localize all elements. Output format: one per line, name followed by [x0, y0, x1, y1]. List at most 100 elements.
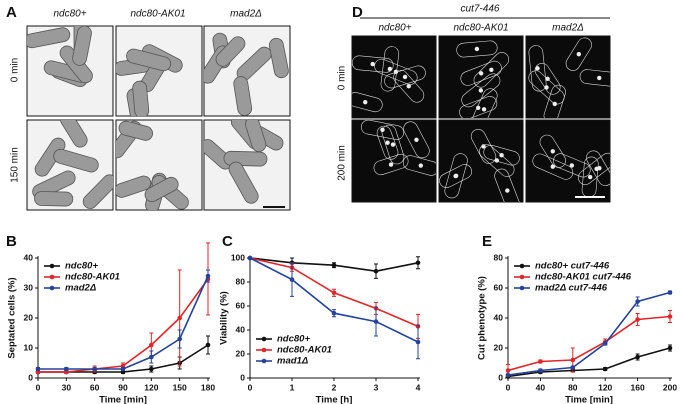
- cell: [223, 150, 268, 167]
- cell: [403, 121, 430, 159]
- data-point: [373, 268, 379, 274]
- cell: [245, 120, 267, 152]
- nucleus: [478, 71, 484, 76]
- micrograph: [438, 35, 524, 119]
- nucleus: [489, 67, 494, 73]
- x-tick-label: 160: [631, 382, 645, 392]
- legend-marker: [49, 274, 55, 280]
- cell: [461, 73, 501, 108]
- x-tick-label: 30: [62, 382, 72, 392]
- nucleus: [475, 105, 481, 111]
- nucleus: [552, 101, 557, 107]
- cells: [116, 120, 189, 210]
- cell: [233, 76, 253, 116]
- legend-marker: [49, 285, 55, 291]
- nucleus: [363, 99, 368, 105]
- x-tick-label: 4: [416, 382, 421, 392]
- cell: [376, 125, 399, 160]
- nucleus: [505, 188, 510, 193]
- data-point: [331, 262, 337, 268]
- cell: [439, 164, 473, 188]
- nucleus: [418, 163, 424, 168]
- legend-label: mad1Δ: [277, 356, 308, 367]
- cell: [579, 69, 610, 87]
- x-tick-label: 0: [248, 382, 253, 392]
- x-tick-label: 180: [201, 382, 215, 392]
- x-axis-label: Time [min]: [565, 395, 613, 404]
- data-point: [415, 339, 421, 345]
- y-tick-label: 100: [231, 252, 245, 262]
- nucleus: [478, 88, 484, 93]
- nucleus: [388, 162, 394, 167]
- nucleus: [385, 140, 390, 145]
- nucleus: [535, 66, 540, 71]
- y-tick-label: 40: [236, 324, 246, 334]
- nucleus: [406, 83, 411, 89]
- nucleus: [550, 149, 555, 154]
- column-header: ndc80+: [378, 23, 411, 34]
- cell: [470, 129, 497, 164]
- y-tick-label: 0: [240, 372, 245, 382]
- cell: [578, 152, 610, 185]
- data-point: [635, 317, 640, 322]
- micrograph: [26, 25, 114, 117]
- cells: [32, 120, 113, 209]
- micrographs: [26, 25, 611, 211]
- cells: [204, 120, 284, 204]
- micrograph: [351, 35, 437, 119]
- series-line: [507, 315, 671, 372]
- nucleus: [597, 75, 602, 81]
- data-point: [331, 310, 337, 316]
- cell: [228, 161, 259, 204]
- y-tick-label: 20: [24, 312, 34, 322]
- cell: [360, 120, 404, 140]
- cell: [402, 155, 436, 176]
- data-point: [205, 273, 211, 279]
- panel-label: B: [6, 233, 17, 250]
- x-tick-label: 80: [568, 382, 578, 392]
- cells: [360, 120, 436, 176]
- legend-label: ndc80+ cut7-446: [535, 261, 610, 272]
- cell: [118, 120, 154, 141]
- y-tick-label: 30: [24, 282, 34, 292]
- data-point: [570, 357, 576, 363]
- data-point: [289, 277, 295, 282]
- x-tick-label: 0: [506, 382, 511, 392]
- x-tick-label: 40: [536, 382, 546, 392]
- panel-label: E: [482, 233, 492, 250]
- x-tick-label: 200: [663, 382, 677, 392]
- x-tick-label: 150: [173, 382, 187, 392]
- cell: [470, 88, 498, 118]
- nucleus: [414, 137, 419, 142]
- data-point: [149, 366, 154, 372]
- y-tick-label: 0: [28, 372, 33, 382]
- y-axis-label: Viability (%): [219, 291, 230, 345]
- cell: [27, 27, 71, 49]
- cell: [144, 176, 179, 203]
- cells: [456, 40, 510, 118]
- cell: [53, 148, 99, 173]
- cell: [459, 96, 498, 118]
- cells: [204, 32, 289, 116]
- y-tick-label: 60: [236, 300, 246, 310]
- data-point: [177, 336, 182, 342]
- cell: [82, 174, 113, 209]
- cell: [116, 175, 152, 198]
- y-tick-label: 0: [498, 372, 503, 382]
- micrograph: [525, 35, 611, 119]
- x-tick-label: 120: [144, 382, 158, 392]
- nucleus: [569, 163, 575, 168]
- legend-marker: [519, 285, 525, 291]
- cell: [553, 153, 591, 178]
- series-line: [249, 257, 419, 343]
- x-tick-label: 60: [90, 382, 100, 392]
- y-tick-label: 20: [236, 348, 246, 358]
- data-point: [538, 368, 543, 373]
- cell: [456, 40, 498, 58]
- x-axis-label: Time [min]: [99, 395, 147, 404]
- nucleus: [380, 127, 385, 133]
- y-tick-label: 80: [494, 252, 504, 262]
- data-point: [177, 315, 182, 321]
- nucleus: [550, 164, 555, 169]
